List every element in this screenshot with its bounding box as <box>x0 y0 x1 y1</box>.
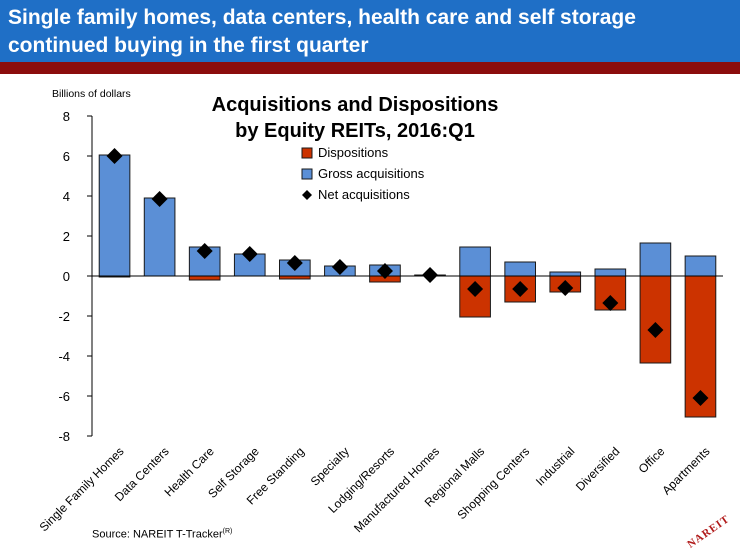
disposition-bar <box>639 275 672 364</box>
source-superscript: (R) <box>222 528 233 535</box>
y-tick-label: 0 <box>63 269 70 284</box>
acquisition-bar <box>684 255 717 277</box>
source-note: Source: NAREIT T-Tracker(R) <box>92 528 232 541</box>
y-tick-label: -8 <box>58 429 70 444</box>
y-tick-label: -4 <box>58 349 70 364</box>
header-divider <box>0 62 740 74</box>
acquisition-bar <box>504 261 537 277</box>
y-tick-label: 8 <box>63 109 70 124</box>
disposition-bar <box>188 275 221 281</box>
y-axis-label: Billions of dollars <box>52 88 131 100</box>
nareit-logo: NAREIT <box>685 513 732 550</box>
legend-swatch <box>301 147 313 159</box>
net-acquisition-marker <box>647 322 664 338</box>
legend-entry: Gross acquisitions <box>318 166 425 181</box>
y-tick-label: 6 <box>63 149 70 164</box>
category-label: Manufactured Homes <box>351 444 442 535</box>
acquisition-bar <box>639 242 672 277</box>
net-acquisition-marker <box>106 148 123 164</box>
chart-title-line-2: by Equity REITs, 2016:Q1 <box>235 120 475 142</box>
legend-entry: Net acquisitions <box>318 187 410 202</box>
chart-title-line-1: Acquisitions and Dispositions <box>212 94 499 116</box>
net-acquisition-marker <box>557 280 574 296</box>
category-label: Apartments <box>659 444 712 497</box>
category-label: Single Family Homes <box>37 444 127 534</box>
legend-swatch <box>301 168 313 180</box>
net-acquisition-marker <box>151 191 168 207</box>
category-label: Industrial <box>533 444 577 488</box>
acquisition-bar <box>143 197 176 277</box>
net-acquisition-marker <box>196 243 213 259</box>
acquisition-bar <box>549 271 582 277</box>
svg-text:NAREIT: NAREIT <box>685 513 732 550</box>
net-acquisition-marker <box>241 246 258 262</box>
net-acquisition-marker <box>422 267 439 283</box>
y-tick-label: 4 <box>63 189 70 204</box>
net-acquisition-marker <box>467 281 484 297</box>
acquisitions-dispositions-chart: Acquisitions and Dispositions by Equity … <box>37 88 723 535</box>
source-label: Source: NAREIT T-Tracker <box>92 528 223 541</box>
legend: Dispositions Gross acquisitions Net acquis… <box>301 145 425 202</box>
net-acquisition-marker <box>692 390 709 406</box>
slide-title: Single family homes, data centers, healt… <box>8 6 636 57</box>
acquisition-bar <box>459 246 491 277</box>
legend-marker <box>302 190 312 200</box>
net-acquisition-marker <box>331 259 348 275</box>
category-label: Diversified <box>573 444 623 494</box>
slide-header: Single family homes, data centers, healt… <box>0 0 740 62</box>
net-acquisition-marker <box>286 255 303 271</box>
net-acquisition-marker <box>376 263 393 279</box>
category-label: Specialty <box>308 444 352 488</box>
acquisition-bar <box>98 154 131 277</box>
y-tick-label: 2 <box>63 229 70 244</box>
net-acquisition-marker <box>602 295 619 311</box>
acquisition-bar <box>594 268 627 277</box>
y-tick-label: -6 <box>58 389 70 404</box>
legend-entry: Dispositions <box>318 145 389 160</box>
y-tick-label: -2 <box>58 309 70 324</box>
net-acquisition-marker <box>512 281 529 297</box>
category-label: Office <box>636 444 668 476</box>
